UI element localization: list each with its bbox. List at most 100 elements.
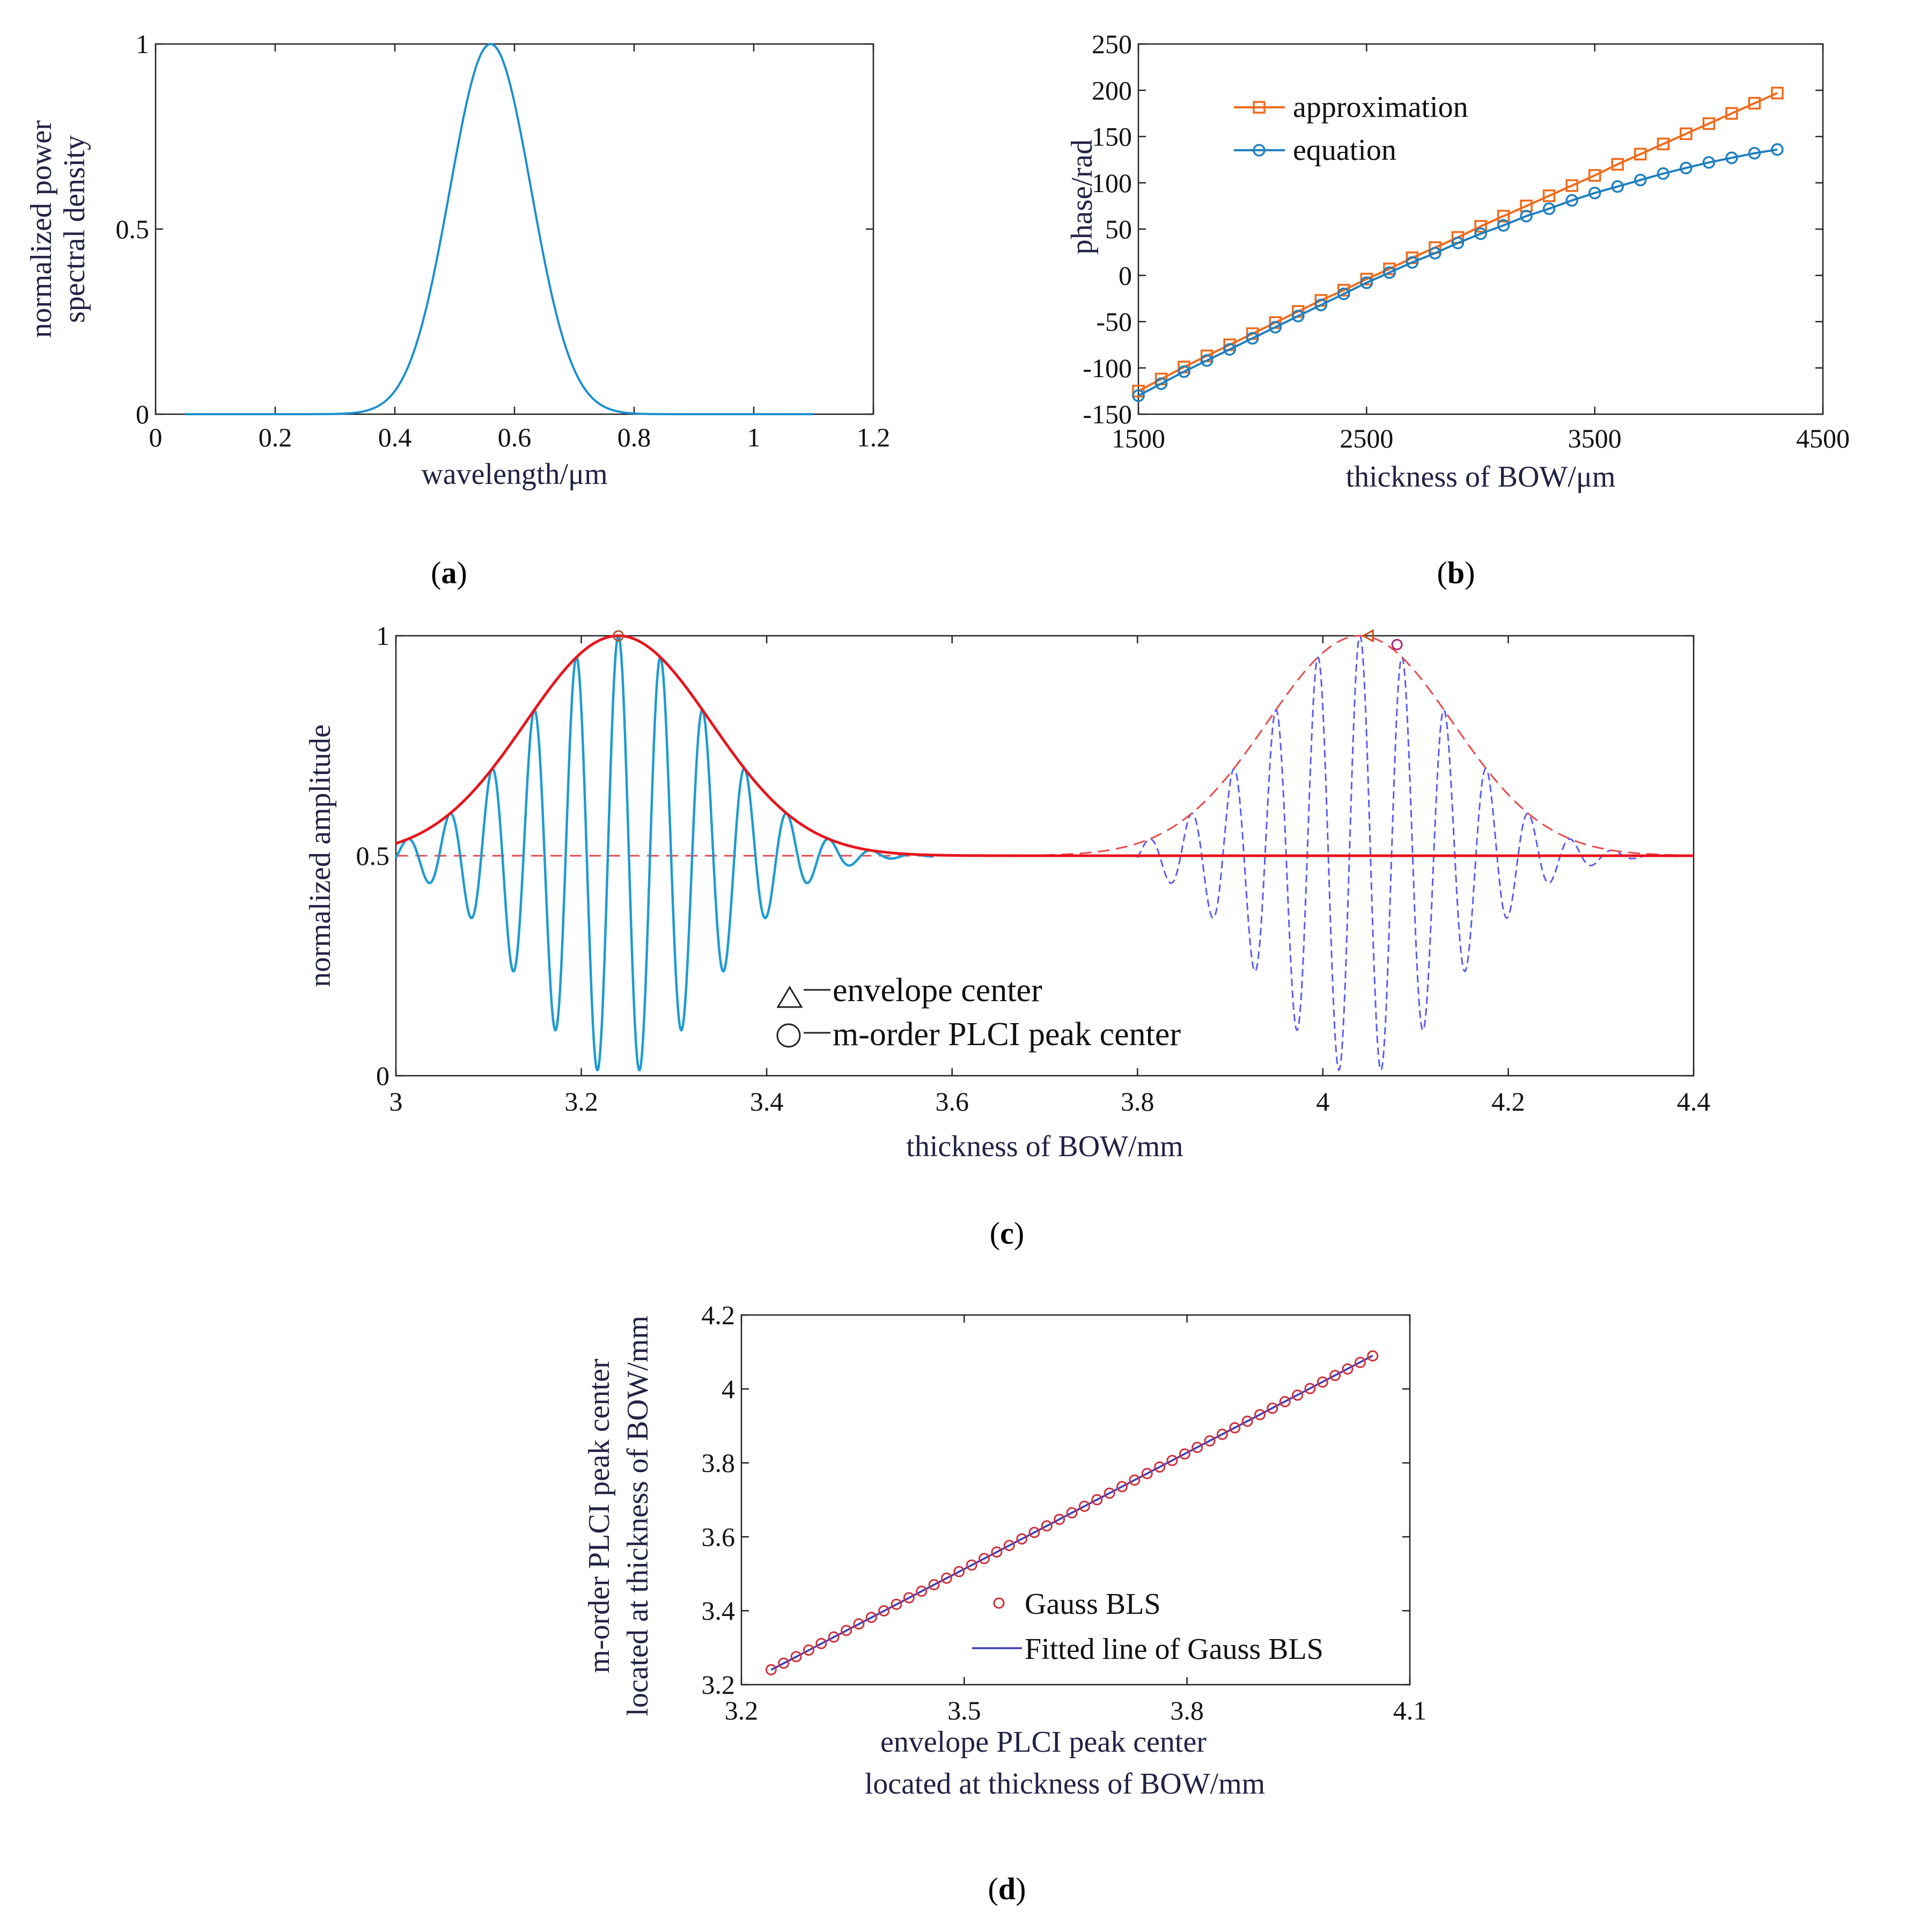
- panel-d-point-1: [778, 1657, 790, 1669]
- panel-a-ytick-label-2: 1: [136, 29, 149, 59]
- panel-d-point-5: [828, 1631, 840, 1643]
- panel-d-point-47: [1354, 1356, 1366, 1368]
- panel-d-ytick-label-2: 3.6: [702, 1522, 735, 1552]
- panel-a-series-line: [185, 42, 814, 415]
- panel-c-marker-2: [613, 630, 624, 642]
- panel-d-point-11: [903, 1592, 915, 1604]
- panel-d-point-43: [1304, 1383, 1316, 1394]
- panel-d-point-34: [1191, 1442, 1203, 1453]
- panel-b-series-1-point-14: [1451, 237, 1465, 249]
- panel-b-ylabel: phase/rad: [1065, 139, 1099, 255]
- panel-b-series-1-point-20: [1588, 186, 1601, 200]
- caption-part-2: ): [457, 555, 467, 590]
- panel-b-series-0-point-10: [1360, 273, 1373, 285]
- panel-d-point-28: [1116, 1481, 1128, 1493]
- panel-d-point-24: [1066, 1507, 1078, 1519]
- panel-c-xtick-label-6: 4.2: [1491, 1086, 1525, 1116]
- panel-a-caption: (a): [431, 555, 467, 590]
- panel-d-point-18: [991, 1546, 1003, 1558]
- panel-d-xlabel-line-0: envelope PLCI peak center: [880, 1725, 1207, 1759]
- caption-part-1: a: [442, 555, 457, 590]
- panel-a-ylabel: normalized powerspectral density: [25, 120, 91, 338]
- panel-d-point-46: [1342, 1363, 1354, 1375]
- panel-b-series-1-point-24: [1680, 161, 1693, 174]
- panel-d-point-14: [940, 1572, 952, 1584]
- panel-b-series-0-point-27: [1748, 97, 1761, 110]
- panel-a-xlabel: wavelength/μm: [421, 458, 607, 491]
- panel-b-series-1-point-21: [1611, 180, 1624, 193]
- panel-b-ytick-label-6: 150: [1092, 122, 1132, 152]
- panel-a-chart: 0 0.2 0.4 0.6 0.8 1 1.2 0 0.5 1 wavelength/μm norma…: [25, 29, 890, 590]
- panel-d-legend-label-1: Fitted line of Gauss BLS: [1025, 1633, 1323, 1666]
- panel-a-xtick-label-6: 1.2: [857, 422, 891, 452]
- panel-b-series-1-point-28: [1771, 143, 1784, 156]
- panel-d-ylabel-line-0: m-order PLCI peak center: [583, 1358, 616, 1673]
- panel-b-series-0-point-16: [1497, 210, 1510, 223]
- panel-d-point-48: [1367, 1350, 1379, 1362]
- panel-d-point-22: [1041, 1520, 1053, 1532]
- panel-b-xtick-label-1: 2500: [1340, 423, 1393, 453]
- panel-d-xtick-label-3: 4.1: [1393, 1695, 1427, 1725]
- panel-c-solid-signal: [394, 634, 934, 1071]
- panel-d-ytick-label-0: 3.2: [702, 1670, 735, 1700]
- panel-b-series-1-point-19: [1565, 194, 1578, 207]
- caption-part-0: (: [988, 1871, 998, 1906]
- panel-c-legend-label-1: m-order PLCI peak center: [833, 1016, 1181, 1053]
- panel-b-ytick-label-2: -50: [1096, 307, 1132, 337]
- panel-d-point-20: [1016, 1533, 1028, 1545]
- panel-d-xtick-label-0: 3.2: [725, 1695, 759, 1725]
- panel-c-xtick-label-1: 3.2: [564, 1086, 598, 1116]
- panel-d-ylabel: m-order PLCI peak center located at thick…: [583, 1316, 654, 1716]
- panel-c-ytick-label-1: 0.5: [356, 841, 390, 871]
- panel-d-xlabel: envelope PLCI peak center located at thic…: [865, 1725, 1265, 1801]
- panel-a-xtick-label-0: 0: [149, 422, 163, 452]
- panel-b-series-0-point-0: [1132, 385, 1145, 398]
- panel-d-plot-frame: [740, 1314, 1411, 1686]
- panel-d-ytick-label-5: 4.2: [702, 1300, 735, 1330]
- panel-a-ylabel-line-1: spectral density: [58, 135, 91, 323]
- panel-b-series-1-point-0: [1132, 389, 1145, 402]
- panel-b-series-1-point-10: [1360, 276, 1373, 289]
- panel-d-point-26: [1091, 1494, 1103, 1505]
- panel-d-point-17: [979, 1553, 990, 1564]
- panel-d-point-36: [1216, 1428, 1228, 1440]
- panel-a-xtick-label-1: 0.2: [259, 422, 292, 452]
- panel-b-xlabel: thickness of BOW/μm: [1346, 460, 1616, 494]
- panel-c-xtick-label-7: 4.4: [1677, 1086, 1711, 1116]
- panel-d-point-27: [1104, 1487, 1115, 1499]
- panel-b-ytick-label-5: 100: [1092, 168, 1132, 198]
- panel-d-caption: (d): [988, 1871, 1026, 1906]
- panel-c-marker-1: [1391, 638, 1403, 650]
- panel-b-series-1-point-27: [1748, 146, 1761, 160]
- panel-d-xtick-label-1: 3.5: [947, 1695, 981, 1725]
- panel-b-series-1-point-8: [1314, 298, 1328, 312]
- panel-d-point-23: [1054, 1514, 1065, 1525]
- panel-c-xtick-label-3: 3.6: [935, 1086, 969, 1116]
- panel-c-ylabel: normalized amplitude: [304, 724, 337, 987]
- panel-b-legend-marker-1: [1253, 144, 1266, 157]
- panel-a-xtick-label-5: 1: [747, 422, 761, 452]
- caption-part-0: (: [1437, 555, 1447, 590]
- panel-d-point-19: [1003, 1540, 1015, 1552]
- caption-part-1: d: [998, 1871, 1016, 1906]
- panel-d-point-33: [1179, 1448, 1190, 1460]
- panel-c-xtick-label-0: 3: [389, 1086, 403, 1116]
- panel-b-series-1-point-4: [1223, 343, 1236, 356]
- panel-d-point-21: [1028, 1526, 1040, 1538]
- panel-d-chart: 3.2 3.5 3.8 4.1 3.2 3.4 3.6 3.8 4 4.2 Gauss BLS Fit…: [583, 1300, 1426, 1906]
- panel-d-point-9: [878, 1605, 890, 1617]
- panel-b-series-0-point-24: [1680, 127, 1693, 141]
- panel-d-point-29: [1129, 1474, 1141, 1486]
- panel-d-point-12: [916, 1585, 928, 1597]
- panel-c-ytick-label-0: 0: [376, 1061, 389, 1091]
- panel-b-series-1-point-17: [1520, 210, 1533, 223]
- panel-b-series-0-point-22: [1634, 148, 1647, 161]
- panel-c-xtick-label-5: 4: [1316, 1086, 1329, 1116]
- panel-d-point-37: [1229, 1422, 1241, 1434]
- panel-d-point-15: [953, 1566, 965, 1577]
- panel-d-ytick-label-4: 4: [722, 1374, 735, 1404]
- panel-b-xtick-label-0: 1500: [1112, 423, 1165, 453]
- panel-b-series-1-point-3: [1200, 354, 1213, 367]
- caption-part-2: ): [1465, 555, 1475, 590]
